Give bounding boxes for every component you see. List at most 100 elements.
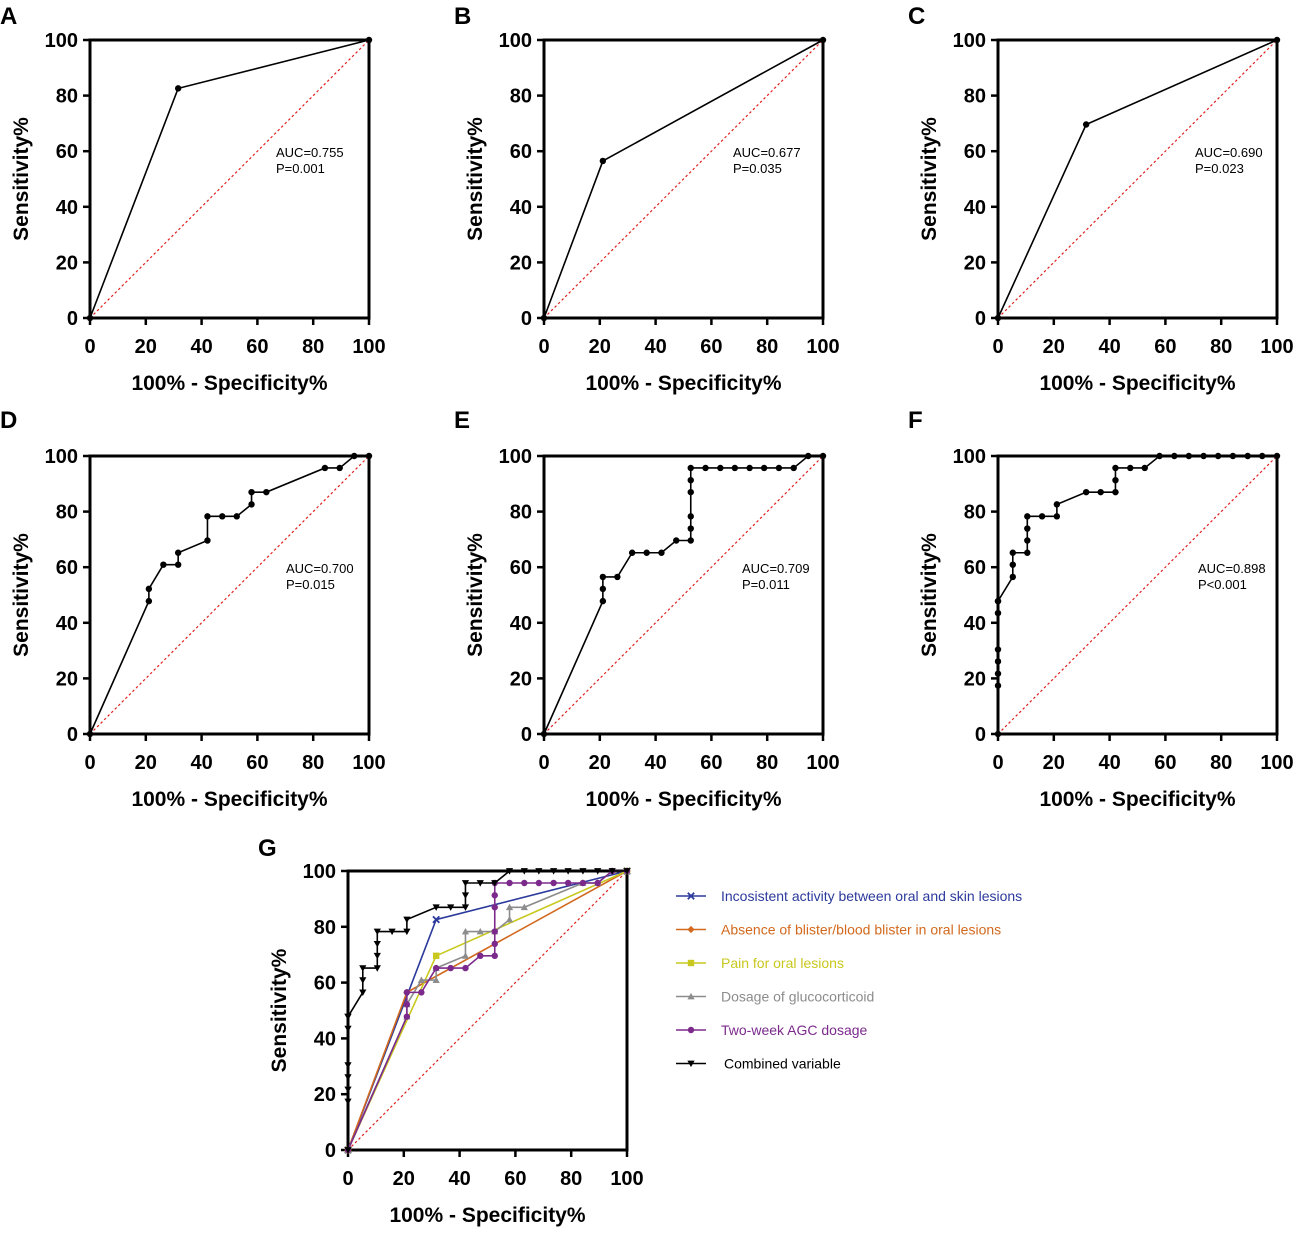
data-point: [1273, 36, 1281, 44]
data-point: [373, 952, 381, 960]
data-point: [775, 464, 783, 472]
roc-panel-d: D 00 20 20 40 40 60 60 80 80 100 100 100% - Specific…: [0, 407, 386, 811]
legend-item: Pain for oral lesions: [676, 955, 844, 971]
y-tick-label: 20: [56, 668, 78, 690]
data-point: [819, 36, 827, 44]
data-point: [1214, 452, 1222, 460]
y-tick-label: 40: [510, 613, 532, 635]
data-point: [373, 965, 381, 972]
x-tick-label: 0: [84, 752, 95, 774]
data-point: [599, 573, 607, 581]
data-point: [491, 940, 498, 948]
data-point: [359, 989, 367, 996]
roc-panel-f: F 00 20 20 40 40 60 60 80 80 100 100 100% - Specific…: [908, 407, 1294, 811]
reference-diagonal: [89, 455, 370, 735]
x-axis-title: 100% - Specificity%: [585, 788, 781, 811]
data-point: [579, 879, 587, 887]
y-tick-label: 100: [953, 446, 986, 468]
data-point: [1200, 452, 1207, 460]
panel-letter: C: [908, 3, 925, 30]
y-tick-label: 20: [510, 252, 532, 274]
x-tick-label: 100: [352, 336, 385, 358]
data-point: [994, 670, 1002, 677]
data-point: [476, 880, 484, 887]
data-point: [1053, 513, 1061, 520]
roc-panel-a: A 00 20 20 40 40 60 60 80 80 100 100 100% - Specific…: [0, 3, 386, 395]
data-point: [702, 464, 709, 472]
x-tick-label: 80: [302, 336, 324, 358]
y-tick-label: 60: [964, 141, 986, 163]
data-point: [477, 952, 484, 960]
data-point: [204, 513, 211, 520]
reference-diagonal: [997, 455, 1278, 735]
data-point: [403, 989, 411, 996]
y-tick-label: 80: [964, 86, 986, 108]
data-point: [145, 597, 153, 605]
data-point: [1009, 549, 1016, 556]
y-tick-label: 20: [56, 252, 78, 274]
data-point: [1259, 452, 1266, 460]
data-point: [174, 549, 182, 556]
data-point: [819, 452, 827, 460]
y-axis-title: Sensitivity%: [268, 948, 291, 1072]
x-tick-label: 0: [992, 752, 1003, 774]
x-tick-label: 100: [610, 1168, 643, 1190]
data-point: [1024, 549, 1031, 556]
data-point: [491, 880, 499, 887]
plot-frame: [88, 454, 371, 736]
data-point: [550, 879, 557, 887]
roc-panel-g: G 00 20 20 40 40 60 60 80 80 100 100 100% - Specific…: [258, 835, 1022, 1227]
data-point: [687, 476, 694, 484]
y-tick-label: 40: [964, 613, 986, 635]
data-point: [687, 525, 694, 532]
y-tick-label: 80: [56, 502, 78, 524]
data-point: [1024, 537, 1031, 544]
y-tick-label: 40: [56, 613, 78, 635]
data-point: [687, 513, 694, 520]
data-point: [86, 730, 94, 738]
y-tick-label: 100: [499, 446, 532, 468]
reference-diagonal: [89, 39, 370, 319]
data-point: [535, 879, 543, 887]
x-tick-label: 20: [393, 1168, 415, 1190]
data-point: [219, 513, 226, 520]
data-point: [418, 989, 425, 996]
legend-marker: [687, 1060, 695, 1068]
series-0: [540, 452, 827, 738]
legend-item: Incosistent activity between oral and sk…: [676, 888, 1022, 904]
legend-marker: [687, 992, 695, 1000]
data-point: [461, 952, 470, 959]
legend-label: Two-week AGC dosage: [721, 1022, 868, 1038]
series-0: [994, 36, 1281, 322]
x-tick-label: 60: [504, 1168, 526, 1190]
data-point: [388, 928, 396, 936]
data-point: [403, 1013, 411, 1020]
p-value-annotation: P=0.023: [1195, 161, 1244, 176]
y-tick-label: 60: [510, 557, 532, 579]
data-point: [344, 1062, 352, 1069]
x-tick-label: 40: [644, 336, 666, 358]
x-tick-label: 80: [560, 1168, 582, 1190]
data-point: [403, 916, 411, 924]
data-point: [432, 976, 440, 983]
data-point: [994, 609, 1002, 617]
data-point: [628, 549, 636, 556]
data-point: [1229, 452, 1237, 460]
plot-frame: [346, 869, 629, 1152]
data-point: [505, 915, 514, 923]
data-point: [462, 964, 469, 972]
y-tick-label: 100: [303, 861, 336, 883]
data-point: [476, 927, 484, 935]
y-tick-label: 0: [975, 724, 986, 746]
y-tick-label: 40: [964, 197, 986, 219]
panel-letter: B: [454, 3, 471, 30]
data-point: [403, 928, 411, 936]
legend-item: Dosage of glucocorticoid: [676, 989, 874, 1005]
x-tick-label: 60: [1154, 336, 1176, 358]
data-point: [461, 927, 470, 935]
legend-marker: [687, 925, 695, 934]
data-point: [790, 464, 797, 472]
y-tick-label: 60: [56, 141, 78, 163]
data-point: [599, 585, 607, 593]
y-tick-label: 0: [67, 724, 78, 746]
